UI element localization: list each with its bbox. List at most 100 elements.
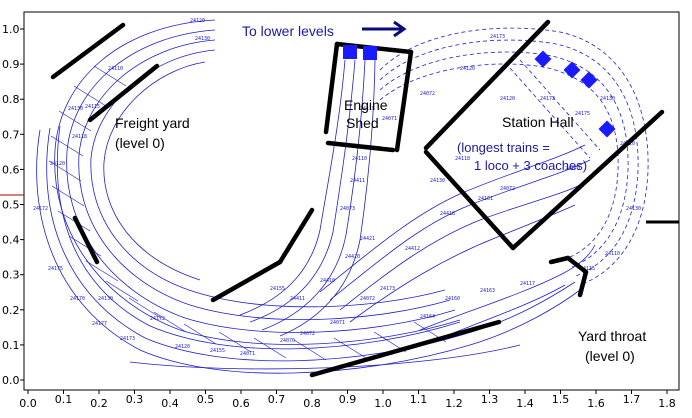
x-axis-ticks: 0.0 0.1 0.2 0.3 0.4 0.5 0.6 0.7 0.8 0.9 1.0 1.1 1.2 1… (19, 390, 676, 410)
x-tick-label: 1.7 (623, 393, 641, 406)
x-tick-label: 0.3 (126, 393, 144, 406)
wall-freight-diag (277, 207, 315, 265)
wall-freight-top (50, 22, 126, 80)
y-tick-label: 0.6 (2, 163, 20, 176)
dashed-loop-tracks (379, 27, 649, 286)
locomotive-marker-icon (598, 120, 616, 138)
track-number-label: 24164 (420, 314, 435, 320)
x-tick-label: 1.0 (374, 397, 392, 410)
track-number-label: 24421 (360, 236, 375, 242)
locomotive-marker-icon (563, 61, 581, 79)
track-tie (293, 339, 327, 361)
track-tie (253, 337, 287, 359)
track-number-label: 24420 (345, 254, 360, 260)
track-tie (333, 337, 367, 359)
track-number-label: 24118 (72, 134, 87, 140)
track-tie (183, 323, 217, 345)
track-number-label: 24071 (330, 320, 345, 326)
track-tie (50, 135, 84, 157)
wall-freight-mid (87, 63, 160, 123)
y-tick-label: 1.0 (2, 23, 20, 36)
track-number-label: 24173 (380, 286, 395, 292)
station-hall-label: Station Hall (502, 114, 574, 130)
yard-throat-level-label: (level 0) (585, 348, 635, 364)
wall-station-top (423, 19, 551, 151)
engine-shed-label-2: Shed (346, 115, 379, 131)
y-tick-label: 0.4 (2, 234, 20, 247)
track-number-label: 24070 (280, 338, 295, 344)
longest-trains-label-1: (longest trains = (457, 140, 550, 155)
track-number-label: 24412 (405, 246, 420, 252)
wall-shed-bottom (325, 140, 396, 153)
track-number-label: 24120 (190, 18, 205, 24)
x-tick-label: 0.2 (90, 397, 108, 410)
locomotives (343, 45, 616, 138)
track-number-label: 24130 (626, 206, 641, 212)
track-tie (58, 110, 92, 132)
track-number-label: 24072 (420, 91, 435, 97)
track-number-label: 24130 (430, 178, 445, 184)
track-number-label: 24411 (290, 296, 305, 302)
track-number-label: 24072 (360, 296, 375, 302)
x-tick-label: 1.5 (552, 393, 570, 406)
track-number-label: 24117 (520, 281, 535, 287)
track-number-label: 24177 (92, 321, 107, 327)
track-number-label: 24071 (382, 116, 397, 122)
wall-throat-bracket-1 (548, 255, 571, 265)
track-tie (105, 280, 139, 302)
locomotive-marker-icon (363, 46, 377, 60)
walls (50, 19, 665, 378)
track-tie (85, 260, 119, 282)
locomotive-marker-icon (343, 45, 357, 59)
wall-throat-bracket-3 (577, 269, 589, 298)
track-number-label: 24120 (50, 161, 65, 167)
track-tie (218, 331, 252, 353)
track-tie (153, 311, 187, 333)
freight-yard-label: Freight yard (115, 115, 190, 131)
track-number-label: 24170 (70, 296, 85, 302)
track-number-label: 24130 (600, 96, 615, 102)
track-tie (48, 160, 82, 182)
wall-shed-right (394, 49, 414, 153)
track-number-label: 24172 (540, 96, 555, 102)
y-tick-label: 0.9 (2, 58, 20, 71)
track-number-label: 24071 (240, 351, 255, 357)
track-number-label: 24115 (580, 266, 595, 272)
track-number-label: 24160 (445, 296, 460, 302)
y-tick-label: 0.3 (2, 269, 20, 282)
track-number-label: 24120 (460, 66, 475, 72)
track-number-label: 24173 (490, 34, 505, 40)
y-tick-label: 0.8 (2, 93, 20, 106)
track-number-label: 24120 (500, 96, 515, 102)
y-tick-label: 0.7 (2, 128, 20, 141)
track-number-label: 24172 (150, 316, 165, 322)
y-tick-label: 0.2 (2, 304, 20, 317)
track-number-label: 24115 (360, 106, 375, 112)
x-tick-label: 0.4 (161, 397, 179, 410)
track-number-label: 24175 (48, 266, 63, 272)
track-number-label: 24170 (565, 166, 580, 172)
track-number-label: 24155 (210, 348, 225, 354)
wall-station-bottom (510, 109, 665, 251)
locomotive-marker-icon (534, 50, 552, 68)
x-tick-label: 1.6 (587, 397, 605, 410)
track-number-label: 24172 (33, 206, 48, 212)
track-number-label: 24130 (98, 296, 113, 302)
yard-throat-label: Yard throat (578, 328, 646, 344)
track-number-label: 24163 (480, 288, 495, 294)
wall-shed-left (323, 41, 340, 135)
track-number-label: 24110 (605, 251, 620, 257)
plot-frame (23, 11, 680, 391)
wall-throat-bracket-2 (565, 255, 589, 275)
locomotive-marker-icon (580, 71, 598, 89)
longest-trains-label-2: 1 loco + 3 coaches) (474, 158, 587, 173)
freight-yard-level-label: (level 0) (115, 135, 165, 151)
track-number-label: 24115 (85, 104, 100, 110)
x-tick-label: 1.3 (481, 393, 499, 406)
track-tie (51, 185, 85, 207)
track-number-label: 24110 (108, 66, 123, 72)
y-tick-label: 0.5 (2, 199, 20, 212)
x-tick-label: 0.9 (339, 393, 357, 406)
wall-freight-bottom (210, 259, 283, 303)
to-lower-levels-label: To lower levels (242, 23, 334, 39)
